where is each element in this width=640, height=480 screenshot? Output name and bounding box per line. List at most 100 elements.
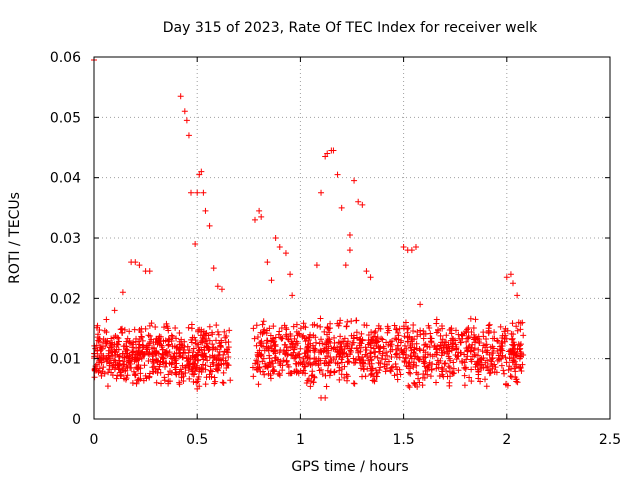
data-point: [360, 365, 367, 372]
data-point: [215, 361, 222, 368]
data-point: [96, 338, 103, 345]
data-point: [194, 385, 201, 392]
data-point: [131, 326, 138, 333]
data-point: [98, 357, 105, 364]
data-point: [448, 325, 455, 332]
data-point: [129, 379, 136, 386]
data-point: [426, 324, 433, 331]
data-point: [153, 379, 160, 386]
data-point: [511, 365, 518, 372]
data-point: [194, 189, 201, 196]
data-point: [113, 346, 120, 353]
data-point: [256, 207, 263, 214]
data-point: [110, 334, 117, 341]
data-point: [219, 379, 226, 386]
data-point: [496, 356, 503, 363]
data-point: [461, 351, 468, 358]
data-point: [282, 250, 289, 257]
data-point: [123, 338, 130, 345]
data-point: [379, 336, 386, 343]
data-point: [438, 352, 445, 359]
data-point: [498, 339, 505, 346]
data-point: [320, 348, 327, 355]
data-point: [406, 334, 413, 341]
data-point: [457, 339, 464, 346]
data-point: [192, 241, 199, 248]
data-point: [165, 371, 172, 378]
data-point: [156, 340, 163, 347]
data-point: [367, 372, 374, 379]
data-point: [317, 315, 324, 322]
data-point: [138, 333, 145, 340]
data-point: [351, 177, 358, 184]
data-point: [367, 350, 374, 357]
data-point: [254, 351, 261, 358]
data-point: [421, 359, 428, 366]
data-point: [479, 348, 486, 355]
data-point: [459, 332, 466, 339]
data-point: [420, 347, 427, 354]
data-point: [176, 353, 183, 360]
data-point: [149, 344, 156, 351]
data-point: [325, 362, 332, 369]
data-point: [301, 350, 308, 357]
data-point: [199, 337, 206, 344]
data-point: [370, 345, 377, 352]
data-point: [153, 348, 160, 355]
data-point: [302, 324, 309, 331]
data-point: [185, 132, 192, 139]
data-point: [489, 350, 496, 357]
data-point: [500, 367, 507, 374]
x-tick-label: 2.5: [599, 432, 621, 448]
data-point: [200, 356, 207, 363]
data-point: [149, 364, 156, 371]
data-point: [122, 376, 129, 383]
data-point: [407, 338, 414, 345]
data-point: [421, 354, 428, 361]
x-tick-label: 0: [90, 432, 99, 448]
data-point: [338, 371, 345, 378]
data-point: [503, 380, 510, 387]
data-point: [468, 329, 475, 336]
data-point: [463, 356, 470, 363]
data-point: [510, 331, 517, 338]
data-point: [454, 353, 461, 360]
data-point: [179, 342, 186, 349]
data-point: [495, 352, 502, 359]
data-point: [185, 355, 192, 362]
data-point: [337, 343, 344, 350]
data-point: [317, 347, 324, 354]
data-point: [206, 337, 213, 344]
data-point: [334, 171, 341, 178]
data-point: [427, 330, 434, 337]
data-point: [103, 355, 110, 362]
data-point: [209, 359, 216, 366]
data-point: [412, 381, 419, 388]
data-point: [472, 334, 479, 341]
data-point: [178, 371, 185, 378]
data-point: [186, 361, 193, 368]
data-point: [412, 244, 419, 251]
data-point: [324, 150, 331, 157]
data-point: [295, 370, 302, 377]
data-point: [201, 352, 208, 359]
data-point: [455, 331, 462, 338]
data-point: [301, 363, 308, 370]
data-point: [190, 378, 197, 385]
data-point: [420, 327, 427, 334]
data-point: [353, 329, 360, 336]
data-point: [318, 189, 325, 196]
data-point: [212, 378, 219, 385]
data-point: [119, 289, 126, 296]
data-point: [313, 339, 319, 346]
data-point: [307, 383, 314, 390]
data-point: [411, 380, 418, 387]
data-point: [394, 351, 401, 358]
data-point: [142, 372, 149, 379]
data-point: [188, 336, 195, 343]
data-point: [129, 349, 136, 356]
data-point: [504, 327, 511, 334]
data-point: [101, 370, 108, 377]
data-point: [419, 382, 426, 389]
data-point: [487, 344, 494, 351]
